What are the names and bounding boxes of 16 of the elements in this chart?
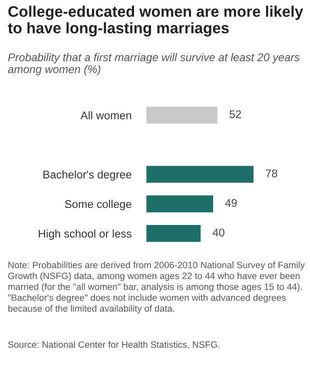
y-tick-label: Bachelor's degree [44,170,132,181]
data-label: 52 [230,110,241,118]
chart-title: College-educated women are more likely to have long-lasting marriages [8,6,304,37]
source-note: Source: National Center for Health Statistics, NSFG. [8,341,220,349]
data-label: 40 [212,228,224,236]
text: Note: Probabilities are derived from 2006-2010 National Survey of Family Growth (NSFG) data, among women ages 22 to 44 who have ever been married (for the "all women" bar, analysis is among those ages 15 to 44). "Bachelor's degree" does not include women with advanced degrees because of the limited availability of data. [8,262,305,314]
y-tick-label: High school or less [38,229,132,240]
bar [146,224,202,244]
data-label: 78 [266,169,278,178]
y-tick-label: Some college [64,200,132,210]
bar [146,164,255,184]
bar [146,105,219,126]
y-tick-label: All women [80,111,132,120]
bar [146,194,215,214]
data-label: 49 [225,199,237,207]
chart-subtitle: Probability that a first marriage will survive at least 20 years among women (%) [8,53,300,76]
